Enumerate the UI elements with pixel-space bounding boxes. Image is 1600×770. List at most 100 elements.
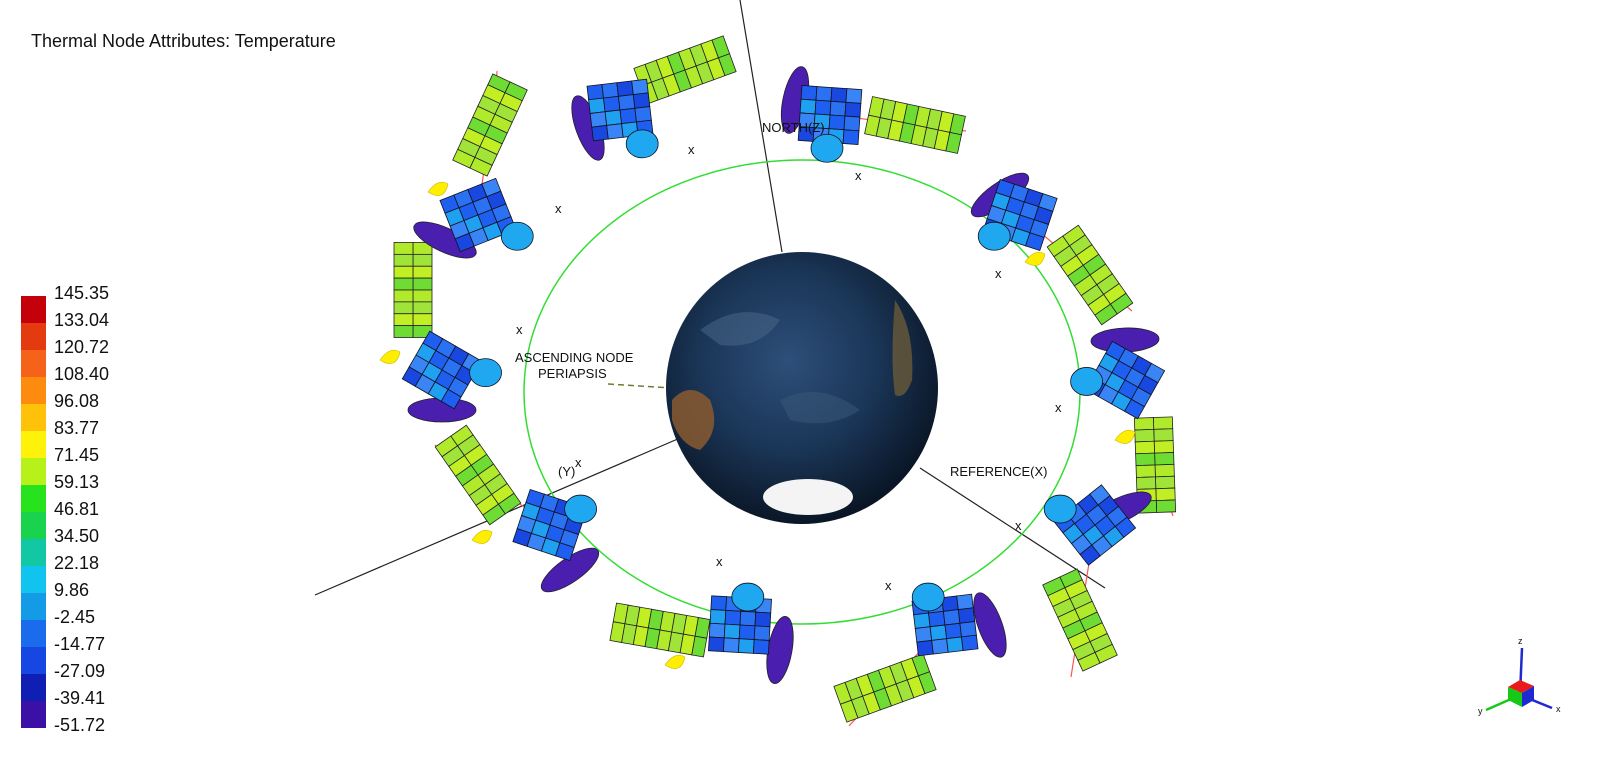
legend-value: 83.77 xyxy=(54,418,100,438)
periapsis-line xyxy=(607,383,673,389)
satellite xyxy=(780,66,967,163)
satellites xyxy=(379,35,1177,727)
reference-label: REFERENCE(X) xyxy=(950,464,1048,479)
triad-cube-left xyxy=(1508,687,1522,707)
legend-value: 145.35 xyxy=(54,283,110,303)
legend-value: -2.45 xyxy=(54,607,96,627)
satellite xyxy=(571,35,737,161)
triad-z-label: z xyxy=(1518,636,1523,646)
x-axis-marker: x xyxy=(885,578,892,593)
satellite-bus xyxy=(1084,340,1166,420)
solar-panel xyxy=(609,602,711,658)
north-axis-line xyxy=(739,0,783,253)
earth-globe xyxy=(666,252,938,524)
satellite xyxy=(609,582,794,684)
sensor-cylinder xyxy=(911,582,945,612)
solar-panel xyxy=(1046,224,1134,326)
sensor-cylinder xyxy=(731,582,765,612)
satellite xyxy=(1042,484,1152,678)
legend-value: 9.86 xyxy=(54,580,90,600)
solar-panel xyxy=(633,35,737,105)
x-axis-marker: x xyxy=(1055,400,1062,415)
legend-value: 133.04 xyxy=(54,310,110,330)
legend-value: 22.18 xyxy=(54,553,100,573)
legend-swatch xyxy=(21,458,46,485)
solar-panel xyxy=(452,73,528,177)
triad-cube-right xyxy=(1522,686,1534,707)
legend-swatch xyxy=(21,620,46,647)
solar-panel xyxy=(833,653,937,723)
legend-swatch xyxy=(21,404,46,431)
legend-swatch xyxy=(21,674,46,701)
x-axis-marker: x xyxy=(1015,518,1022,533)
satellite-bus xyxy=(982,178,1058,252)
antenna-dish xyxy=(540,547,600,593)
legend-value: -39.41 xyxy=(54,688,106,708)
legend-value: 34.50 xyxy=(54,526,100,546)
sensor-cylinder xyxy=(977,221,1011,251)
legend-swatch xyxy=(21,431,46,458)
solar-panel xyxy=(1042,568,1118,672)
satellite-bus xyxy=(797,85,863,145)
x-axis-marker: x xyxy=(995,266,1002,281)
satellite xyxy=(379,241,502,423)
x-axis-marker: x xyxy=(555,201,562,216)
sensor-cylinder xyxy=(625,129,659,159)
sensor-cylinder xyxy=(469,358,502,388)
triad-cube-top xyxy=(1508,680,1534,693)
sun-direction-marker xyxy=(664,654,686,669)
satellite xyxy=(1070,327,1177,517)
ascending-node-label: ASCENDING NODE xyxy=(515,350,634,365)
sensor-cylinder xyxy=(564,494,597,524)
legend-swatch xyxy=(21,296,46,323)
solar-panel xyxy=(393,242,433,338)
legend-swatch xyxy=(21,512,46,539)
satellite xyxy=(413,70,534,259)
solar-panel xyxy=(864,96,966,154)
legend-value: 59.13 xyxy=(54,472,100,492)
sensor-cylinder xyxy=(810,133,844,163)
triad-x-label: x xyxy=(1556,704,1561,714)
x-axis-marker: x xyxy=(855,168,862,183)
sun-direction-marker xyxy=(427,181,449,196)
orientation-triad: z x y xyxy=(1478,636,1561,716)
x-markers: x x x x x x x x x x xyxy=(516,142,1062,593)
legend-swatch xyxy=(21,701,46,728)
legend-swatch xyxy=(21,350,46,377)
legend-value: -14.77 xyxy=(54,634,106,654)
legend-swatch xyxy=(21,593,46,620)
legend-swatch xyxy=(21,323,46,350)
sun-direction-marker xyxy=(1024,251,1046,266)
legend-swatch xyxy=(21,566,46,593)
satellite xyxy=(833,582,1007,727)
x-axis-marker: x xyxy=(688,142,695,157)
legend-swatch xyxy=(21,539,46,566)
sensor-cylinder xyxy=(1070,367,1103,396)
legend-value: 96.08 xyxy=(54,391,100,411)
legend-value: 71.45 xyxy=(54,445,100,465)
legend-value: 46.81 xyxy=(54,499,100,519)
y-axis-label: (Y) xyxy=(558,464,575,479)
solar-panel xyxy=(434,424,522,526)
legend-value: -27.09 xyxy=(54,661,106,681)
legend-value: -51.72 xyxy=(54,715,106,735)
reference-axis-line xyxy=(919,467,1106,589)
sensor-cylinder xyxy=(1043,494,1077,524)
satellite xyxy=(970,172,1134,326)
x-axis-marker: x xyxy=(575,455,582,470)
north-label: NORTH(Z) xyxy=(762,120,825,135)
legend-swatch xyxy=(21,647,46,674)
periapsis-label: PERIAPSIS xyxy=(538,366,607,381)
satellite-bus xyxy=(586,78,654,142)
x-axis-marker: x xyxy=(716,554,723,569)
x-axis-marker: x xyxy=(516,322,523,337)
sun-direction-marker xyxy=(379,349,401,364)
satellite xyxy=(434,424,600,593)
legend-value: 108.40 xyxy=(54,364,110,384)
legend-swatch xyxy=(21,377,46,404)
satellite-bus xyxy=(439,177,517,253)
chart-title: Thermal Node Attributes: Temperature xyxy=(31,31,336,51)
triad-y-label: y xyxy=(1478,706,1483,716)
sensor-cylinder xyxy=(500,221,534,251)
